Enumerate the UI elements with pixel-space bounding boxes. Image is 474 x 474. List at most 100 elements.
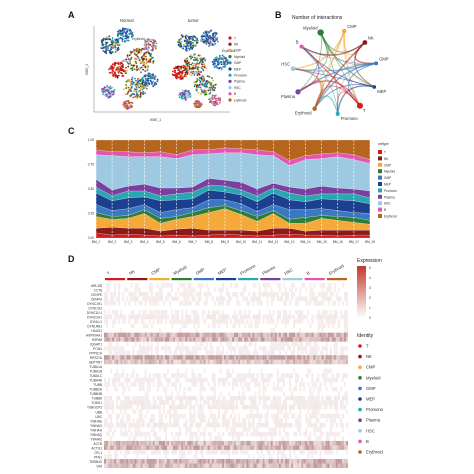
identity-legend-dot [358, 386, 362, 391]
heatmap-cell [329, 287, 332, 293]
heatmap-cell [272, 449, 275, 455]
heatmap-cell [193, 463, 196, 468]
heatmap-cell [232, 386, 235, 392]
heatmap-cell [238, 463, 241, 468]
tsne-cell-dot [184, 96, 186, 99]
heatmap-gene-label: TUBB [93, 383, 102, 387]
heatmap-cell [217, 287, 220, 293]
heatmap-cell [209, 314, 212, 320]
heatmap-cell [136, 373, 139, 378]
tsne-cell-dot [145, 39, 148, 42]
heatmap-cell [291, 283, 294, 288]
heatmap-cell [307, 310, 310, 315]
heatmap-cell [140, 409, 143, 414]
heatmap-cell [146, 404, 149, 410]
heatmap-cell [236, 337, 239, 342]
heatmap-cell [150, 445, 153, 450]
heatmap-cell [268, 314, 271, 320]
heatmap-cell [272, 382, 275, 387]
heatmap-cell [311, 359, 314, 365]
tsne-cell-dot [128, 102, 131, 104]
heatmap-cell [110, 436, 113, 441]
heatmap-cell [110, 413, 113, 419]
heatmap-cell [160, 355, 163, 360]
heatmap-cell [295, 454, 298, 459]
area-legend-swatch [378, 194, 382, 199]
tsne-cell-dot [152, 39, 155, 42]
heatmap-cell [116, 454, 119, 459]
heatmap-cell [211, 445, 214, 450]
heatmap-cell [258, 431, 261, 437]
heatmap-cell [282, 404, 285, 410]
heatmap-cell [120, 314, 123, 320]
heatmap-cell [327, 368, 330, 374]
heatmap-gene-label: TUBG1 [91, 401, 102, 405]
heatmap-cell [311, 422, 314, 428]
heatmap-cell [173, 382, 176, 387]
heatmap-cell [319, 404, 322, 410]
heatmap-cell [132, 458, 135, 464]
heatmap-cell [173, 404, 176, 410]
heatmap-cell [244, 350, 247, 356]
tsne-legend-swatch [228, 92, 232, 96]
heatmap-cell [209, 341, 212, 347]
heatmap-cell [110, 350, 113, 356]
heatmap-cell [116, 332, 119, 338]
heatmap-cell [315, 436, 318, 441]
heatmap-cell [213, 404, 216, 410]
heatmap-cell [232, 436, 235, 441]
tsne-cell-dot [135, 84, 137, 87]
heatmap-cell [236, 449, 239, 455]
heatmap-cell [223, 458, 226, 464]
heatmap-cell [134, 283, 137, 288]
heatmap-cell [142, 386, 145, 392]
heatmap-cell [289, 355, 292, 360]
tsne-cell-dot [206, 85, 208, 88]
heatmap-cell [148, 404, 151, 410]
heatmap-cell [173, 400, 176, 405]
heatmap-cell [189, 283, 192, 288]
heatmap-cell [162, 400, 165, 405]
heatmap-cell [252, 292, 255, 297]
area-legend-swatch [378, 175, 382, 180]
heatmap-cell [122, 368, 125, 374]
heatmap-cell [305, 427, 308, 432]
heatmap-cell [213, 391, 216, 396]
heatmap-cell [199, 431, 202, 437]
heatmap-cell [289, 359, 292, 365]
heatmap-cell [341, 377, 344, 383]
heatmap-cell [130, 323, 133, 329]
heatmap-cell [299, 404, 302, 410]
heatmap-cell [240, 395, 243, 401]
heatmap-cell [118, 440, 121, 446]
tsne-cell-dot [194, 62, 197, 65]
heatmap-cell [173, 422, 176, 428]
tsne-cell-dot [195, 40, 198, 42]
heatmap-cell [278, 296, 281, 302]
heatmap-cell [165, 427, 168, 432]
heatmap-cell [128, 449, 131, 455]
heatmap-cell [325, 413, 328, 419]
heatmap-cell [199, 346, 202, 351]
tsne-cell-dot [103, 51, 106, 53]
heatmap-cell [181, 413, 184, 419]
heatmap-cell [264, 377, 267, 383]
heatmap-cell [197, 427, 200, 432]
heatmap-cell [209, 409, 212, 414]
heatmap-cell [317, 346, 320, 351]
heatmap-cell [287, 458, 290, 464]
heatmap-cell [195, 310, 198, 315]
tsne-cell-dot [193, 85, 196, 88]
heatmap-cell [331, 431, 334, 437]
heatmap-cell [171, 440, 174, 446]
tsne-cell-dot [206, 82, 209, 85]
heatmap-group-bar [326, 278, 347, 281]
heatmap-cell [124, 359, 127, 365]
heatmap-cell [264, 386, 267, 392]
heatmap-cell [276, 319, 279, 324]
tsne-cell-dot [179, 76, 182, 79]
heatmap-cell [297, 440, 300, 446]
tsne-cell-dot [184, 48, 187, 51]
panel-d-letter: D [68, 254, 75, 264]
heatmap-cell [309, 449, 312, 455]
